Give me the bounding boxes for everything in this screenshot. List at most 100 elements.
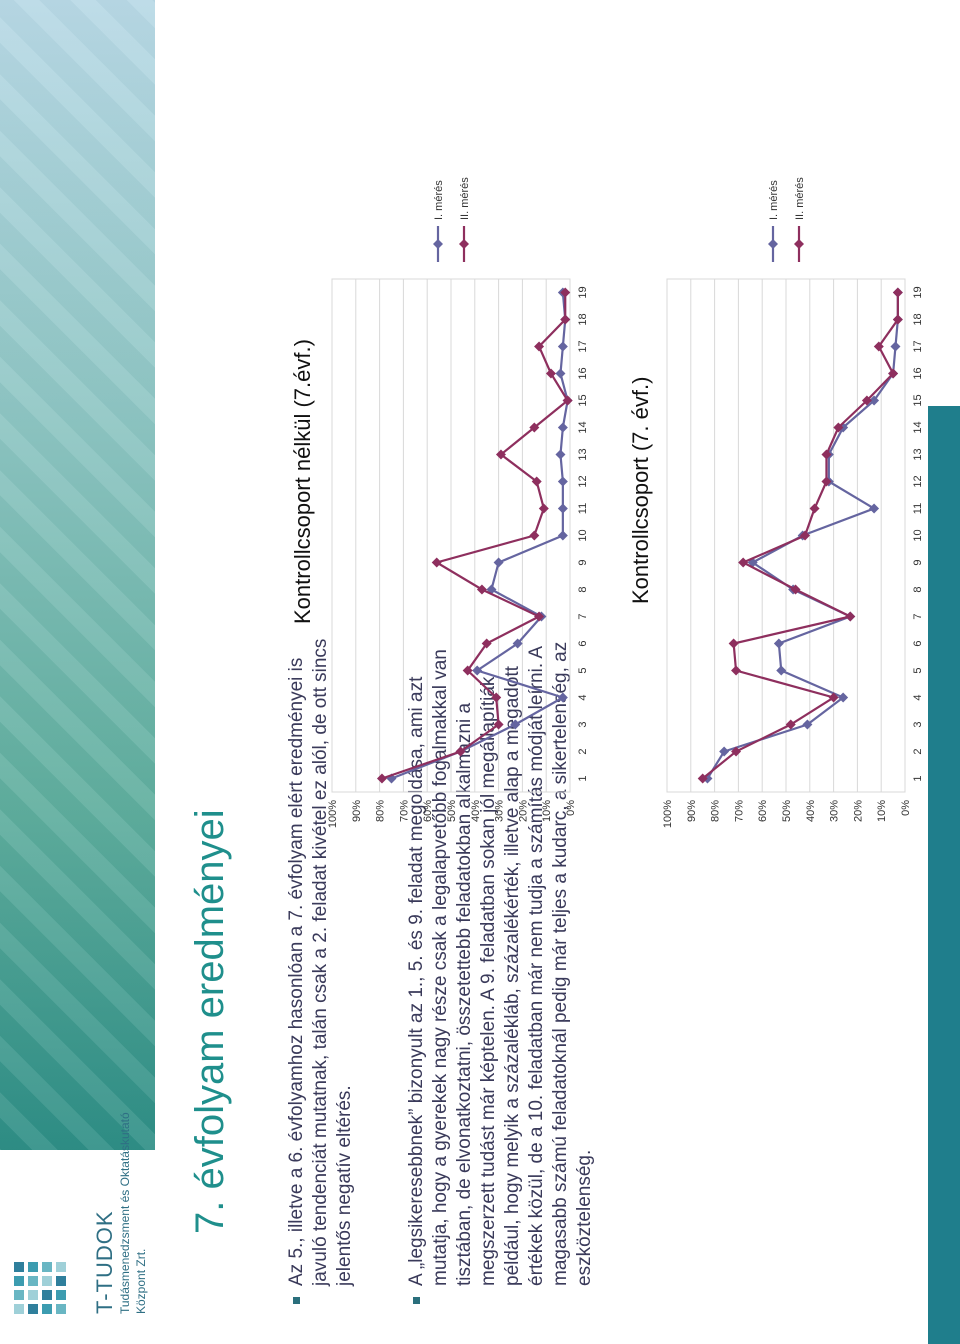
y-tick-label: 40% xyxy=(470,800,482,822)
series-line-1 xyxy=(391,292,569,780)
data-point xyxy=(869,395,880,406)
y-tick-label: 30% xyxy=(494,800,506,822)
data-point xyxy=(476,584,487,595)
x-tick-label: 10 xyxy=(912,529,924,541)
legend-marker xyxy=(794,239,804,249)
data-point xyxy=(562,395,573,406)
y-tick-label: 20% xyxy=(517,800,529,822)
x-tick-label: 12 xyxy=(912,475,924,487)
x-tick-label: 19 xyxy=(912,286,924,298)
x-tick-label: 11 xyxy=(912,503,924,514)
data-point xyxy=(773,638,784,649)
y-tick-label: 70% xyxy=(733,800,745,822)
y-tick-label: 90% xyxy=(686,800,698,822)
x-tick-label: 1 xyxy=(577,775,589,781)
data-point xyxy=(510,719,521,730)
y-tick-label: 30% xyxy=(829,800,841,822)
brand-subtitle: Tudásmenedzsment és Oktatáskutató xyxy=(118,1112,132,1314)
data-point xyxy=(472,665,483,676)
x-tick-label: 5 xyxy=(577,667,589,673)
y-tick-label: 0% xyxy=(565,800,577,816)
legend-marker xyxy=(768,239,778,249)
y-tick-label: 80% xyxy=(375,800,387,822)
x-tick-label: 2 xyxy=(912,748,924,754)
x-tick-label: 17 xyxy=(912,340,924,352)
bullet-icon xyxy=(293,1297,300,1304)
legend-label: II. mérés xyxy=(794,177,806,220)
data-point xyxy=(776,665,787,676)
y-tick-label: 40% xyxy=(805,800,817,822)
x-tick-label: 13 xyxy=(912,448,924,460)
x-tick-label: 13 xyxy=(577,448,589,460)
data-point xyxy=(491,692,502,703)
x-tick-label: 14 xyxy=(577,421,589,433)
legend-label: I. mérés xyxy=(768,180,780,220)
x-tick-label: 1 xyxy=(912,775,924,781)
y-tick-label: 10% xyxy=(541,800,553,822)
x-tick-label: 2 xyxy=(577,748,589,754)
data-point xyxy=(462,665,473,676)
data-point xyxy=(534,611,545,622)
data-point xyxy=(531,476,542,487)
data-point xyxy=(728,638,739,649)
data-point xyxy=(376,773,387,784)
chart-1: 0%10%20%30%40%50%60%70%80%90%100%1234567… xyxy=(327,177,589,828)
legend-marker xyxy=(459,239,469,249)
data-point xyxy=(809,503,820,514)
y-tick-label: 70% xyxy=(398,800,410,822)
left-photo-band xyxy=(0,0,155,1344)
data-point xyxy=(557,476,568,487)
x-tick-label: 7 xyxy=(912,613,924,619)
y-tick-label: 50% xyxy=(446,800,458,822)
y-tick-label: 60% xyxy=(757,800,769,822)
x-tick-label: 3 xyxy=(912,721,924,727)
data-point xyxy=(869,503,880,514)
x-tick-label: 11 xyxy=(577,503,589,514)
x-tick-label: 6 xyxy=(912,640,924,646)
chart-2-title: Kontrollcsoport (7. évf.) xyxy=(628,376,653,604)
logo-area xyxy=(0,1150,155,1344)
data-point xyxy=(555,449,566,460)
x-tick-label: 19 xyxy=(577,286,589,298)
page-title: 7. évfolyam eredményei xyxy=(188,809,232,1234)
x-tick-label: 17 xyxy=(577,340,589,352)
legend-label: I. mérés xyxy=(433,180,445,220)
data-point xyxy=(431,557,442,568)
x-tick-label: 9 xyxy=(912,559,924,565)
x-tick-label: 3 xyxy=(577,721,589,727)
brand-name: T-TUDOK xyxy=(92,1210,117,1314)
data-point xyxy=(892,287,903,298)
x-tick-label: 8 xyxy=(577,586,589,592)
chart-2: 0%10%20%30%40%50%60%70%80%90%100%1234567… xyxy=(662,177,924,828)
data-point xyxy=(557,692,568,703)
x-tick-label: 9 xyxy=(577,559,589,565)
bullet-icon xyxy=(413,1297,420,1304)
y-tick-label: 20% xyxy=(852,800,864,822)
data-point xyxy=(557,341,568,352)
x-tick-label: 18 xyxy=(912,313,924,325)
x-tick-label: 10 xyxy=(577,529,589,541)
right-accent-strip xyxy=(928,406,960,1344)
data-point xyxy=(493,719,504,730)
brand-subtitle-2: Központ Zrt. xyxy=(134,1248,148,1314)
y-tick-label: 100% xyxy=(662,800,674,828)
data-point xyxy=(493,557,504,568)
x-tick-label: 5 xyxy=(912,667,924,673)
data-point xyxy=(555,368,566,379)
x-tick-label: 15 xyxy=(912,394,924,406)
y-tick-label: 0% xyxy=(900,800,912,816)
chart-1-title: Kontrollcsoport nélkül (7.évf.) xyxy=(290,339,315,624)
data-point xyxy=(873,341,884,352)
data-point xyxy=(845,611,856,622)
background-photo xyxy=(0,0,155,1344)
x-tick-label: 16 xyxy=(912,367,924,379)
y-tick-label: 50% xyxy=(781,800,793,822)
legend-label: II. mérés xyxy=(459,177,471,220)
x-tick-label: 16 xyxy=(577,367,589,379)
data-point xyxy=(538,503,549,514)
x-tick-label: 18 xyxy=(577,313,589,325)
data-point xyxy=(529,530,540,541)
data-point xyxy=(534,341,545,352)
data-point xyxy=(545,368,556,379)
